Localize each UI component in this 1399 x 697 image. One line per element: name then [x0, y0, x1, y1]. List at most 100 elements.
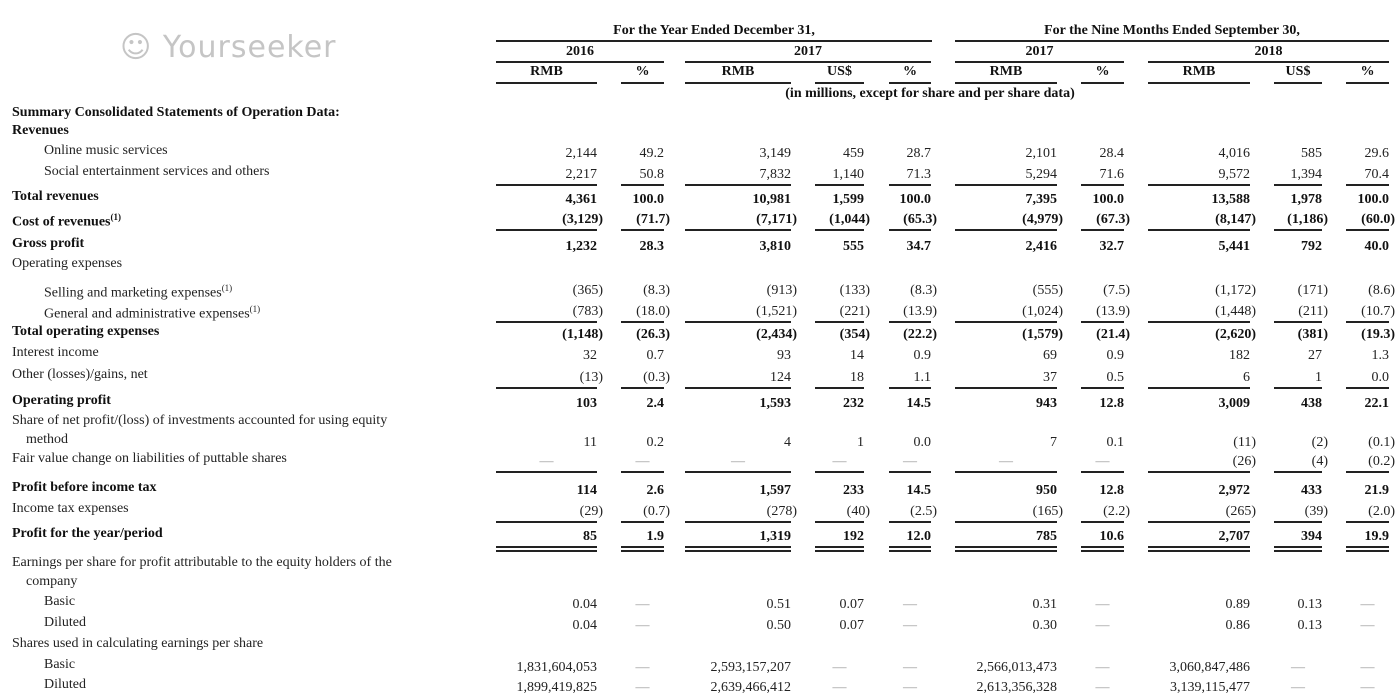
cell-9m2018-usd: 438: [1301, 396, 1322, 411]
cell-9m2017-pct: —: [1095, 660, 1110, 675]
cell-9m2018-rmb: 3,009: [1218, 396, 1251, 411]
cell-9m2017-rmb: 943: [1036, 396, 1057, 411]
double-underline: [955, 546, 1057, 552]
cell-9m2018-usd: (171): [1297, 283, 1328, 298]
row-label-text: Income tax expenses: [12, 501, 129, 516]
cell-2016-rmb: 4,361: [565, 192, 598, 207]
underline: [1148, 184, 1250, 186]
cell-2017-pct: (22.2): [903, 327, 937, 342]
cell-9m2017-rmb: 7: [1050, 435, 1057, 450]
column-header-rule: [1274, 82, 1322, 84]
cell-2016-rmb: 0.04: [572, 597, 598, 612]
cell-2017-pct: 0.9: [913, 348, 932, 363]
cell-2016-pct: 2.6: [646, 483, 665, 498]
double-underline: [1148, 546, 1250, 552]
cell-2016-rmb: 2,217: [565, 167, 598, 182]
cell-9m2018-rmb: (8,147): [1215, 212, 1256, 227]
underline: [621, 387, 664, 389]
cell-9m2018-pct: —: [1360, 618, 1375, 633]
row-label: Total operating expenses: [12, 324, 159, 340]
underline: [1346, 387, 1389, 389]
underline: [1346, 321, 1389, 323]
row-label: Shares used in calculating earnings per …: [12, 636, 263, 652]
underline: [496, 321, 597, 323]
cell-2017-rmb: 10,981: [752, 192, 792, 207]
cell-2017-usd: (133): [839, 283, 870, 298]
row-label-text: Share of net profit/(loss) of investment…: [12, 413, 388, 428]
cell-2016-rmb: 0.04: [572, 618, 598, 633]
cell-2017-usd: (221): [839, 304, 870, 319]
units-note: (in millions, except for share and per s…: [785, 86, 1075, 101]
cell-9m2018-usd: 792: [1301, 239, 1322, 254]
cell-9m2017-rmb: 5,294: [1025, 167, 1058, 182]
column-header-9m2017-rmb: RMB: [989, 64, 1023, 79]
header-nine-months-group: For the Nine Months Ended September 30,: [1044, 23, 1300, 38]
column-header-rule: [496, 82, 597, 84]
cell-9m2018-pct: (60.0): [1361, 212, 1395, 227]
cell-9m2018-pct: 22.1: [1364, 396, 1390, 411]
column-header-2017-rmb: RMB: [721, 64, 755, 79]
column-header-rule: [621, 82, 664, 84]
cell-2016-rmb: 114: [576, 483, 597, 498]
underline: [685, 321, 791, 323]
cell-9m2018-rmb: (11): [1233, 435, 1256, 450]
cell-2016-pct: (0.7): [643, 504, 670, 519]
cell-9m2018-pct: (2.0): [1368, 504, 1395, 519]
cell-2017-usd: 192: [843, 529, 864, 544]
row-label: Online music services: [44, 143, 168, 159]
footnote-marker: (1): [221, 283, 233, 293]
column-header-9m2018-rmb: RMB: [1182, 64, 1216, 79]
underline: [621, 229, 664, 231]
column-header-rule: [685, 82, 791, 84]
row-label: Operating profit: [12, 393, 111, 409]
cell-2017-usd: 233: [843, 483, 864, 498]
cell-9m2018-pct: 21.9: [1364, 483, 1390, 498]
cell-2017-usd: 0.07: [839, 618, 865, 633]
cell-2017-pct: 1.1: [913, 370, 932, 385]
cell-2016-rmb: (365): [572, 283, 603, 298]
row-label-text: Basic: [44, 657, 76, 672]
cell-2017-pct: 0.0: [913, 435, 932, 450]
row-label-text: Summary Consolidated Statements of Opera…: [12, 105, 340, 120]
cell-2017-rmb: 3,810: [759, 239, 792, 254]
cell-2016-pct: —: [635, 660, 650, 675]
cell-2017-rmb: 124: [770, 370, 791, 385]
row-label: Interest income: [12, 345, 99, 361]
cell-9m2018-pct: —: [1360, 680, 1375, 695]
cell-2016-rmb: (29): [579, 504, 603, 519]
row-label-text: Gross profit: [12, 236, 85, 251]
cell-2017-usd: 1: [857, 435, 864, 450]
footnote-marker: (1): [249, 304, 261, 314]
cell-9m2018-pct: (10.7): [1361, 304, 1395, 319]
double-underline: [496, 546, 597, 552]
row-label: Revenues: [12, 123, 69, 139]
cell-2017-usd: —: [832, 680, 847, 695]
row-label-text: Diluted: [44, 677, 86, 692]
underline: [955, 471, 1057, 473]
cell-2016-pct: (8.3): [643, 283, 670, 298]
cell-9m2018-rmb: 9,572: [1218, 167, 1251, 182]
cell-2016-pct: 0.7: [646, 348, 665, 363]
cell-9m2018-usd: (211): [1298, 304, 1328, 319]
cell-2017-rmb: 2,593,157,207: [710, 660, 792, 675]
cell-9m2018-usd: 433: [1301, 483, 1322, 498]
cell-2016-rmb: 1,831,604,053: [516, 660, 598, 675]
column-header-rule: [955, 82, 1057, 84]
row-label: Diluted: [44, 677, 86, 693]
cell-2016-rmb: 2,144: [565, 146, 598, 161]
cell-2016-rmb: 32: [583, 348, 597, 363]
row-label-text: Revenues: [12, 123, 69, 138]
cell-9m2018-rmb: 6: [1243, 370, 1250, 385]
cell-9m2018-pct: —: [1360, 597, 1375, 612]
cell-2016-pct: —: [635, 680, 650, 695]
cell-2016-rmb: (1,148): [562, 327, 603, 342]
cell-9m2018-pct: 1.3: [1371, 348, 1390, 363]
cell-2017-usd: 14: [850, 348, 864, 363]
cell-2017-usd: 1,140: [832, 167, 865, 182]
row-label-text: Online music services: [44, 143, 168, 158]
underline: [1346, 471, 1389, 473]
cell-9m2018-usd: 27: [1308, 348, 1322, 363]
row-label-text: General and administrative expenses: [44, 306, 250, 322]
cell-9m2017-pct: (67.3): [1096, 212, 1130, 227]
cell-2017-pct: 71.3: [906, 167, 932, 182]
